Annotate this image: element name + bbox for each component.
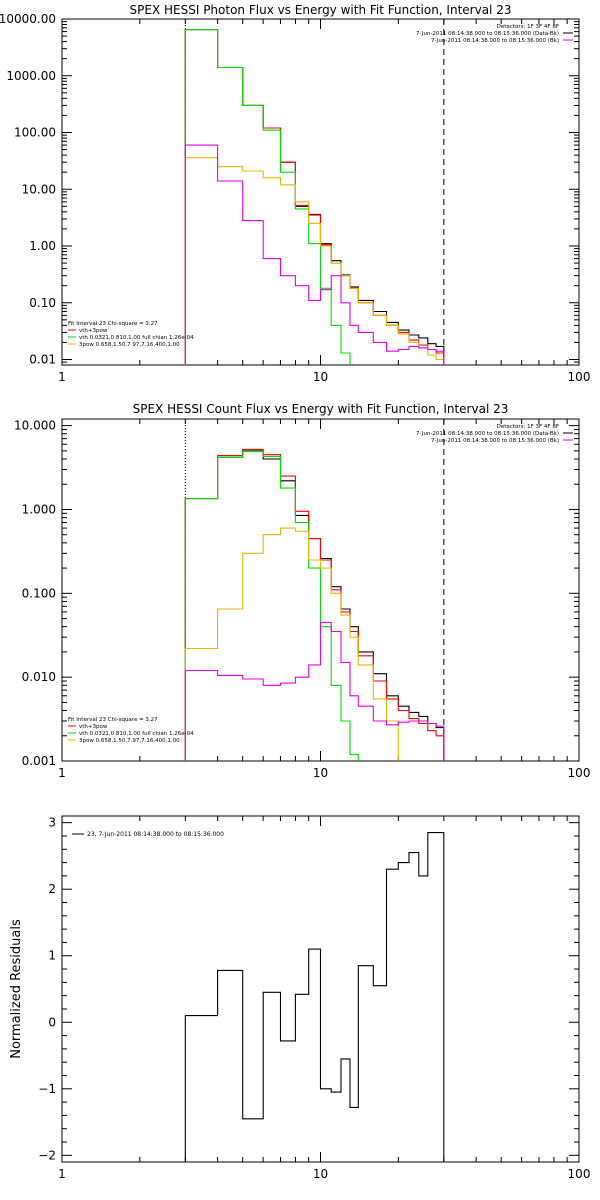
legend-label: vth 0.0321,0.810,1.00 full chian 1.26e-0… [79, 731, 194, 737]
series-2-step-line [184, 448, 445, 761]
legend-residuals: 23, 7-Jun-2011 08:14:38.000 to 08:15:36.… [72, 831, 224, 838]
legend-label: 7-Jun-2011 08:14:38.000 to 08:15:36.000 … [416, 431, 559, 437]
legend-header: Fit Interval 23 Chi-square = 3.27 [68, 321, 158, 327]
chart-panel-3: 1 10 100 −2 −1 0 1 2 3 Normalized Residuals 23, 7-… [9, 815, 591, 1181]
series-3-step-line [184, 29, 445, 365]
series-3-step-line [184, 451, 445, 761]
y-tick-label: 0.100 [22, 586, 56, 600]
x-tick-label: 1 [58, 766, 66, 780]
series-1-step-line [184, 832, 445, 1162]
y-tick-label: 1.000 [22, 502, 56, 516]
y-tick-label: 1.00 [29, 239, 56, 253]
y-tick-label: 0.10 [29, 296, 56, 310]
x-tick-label: 100 [568, 766, 591, 780]
x-tick-label: 1 [58, 1167, 66, 1181]
legend-label: 3pow 0.658,1.50,7.97,7.16,400,1.00 [79, 342, 180, 348]
legend-detectors: Detectors: 1F 3F 4F 8F7-Jun-2011 08:14:3… [416, 24, 573, 44]
chart-panel-2: SPEX HESSI Count Flux vs Energy with Fit… [14, 402, 591, 780]
y-tick-label: 10.00 [22, 182, 56, 196]
y-tick-label: 0.010 [22, 670, 56, 684]
chart-panel-1: SPEX HESSI Photon Flux vs Energy with Fi… [0, 3, 590, 384]
x-tick-label: 100 [568, 1167, 591, 1181]
series-2-step-line [184, 29, 445, 365]
series-4-step-line [184, 157, 445, 365]
x-tick-label: 10 [313, 1167, 328, 1181]
legend-header: Detectors: 1F 3F 4F 8F [497, 24, 559, 30]
legend-fit-info: Fit Interval 23 Chi-square = 3.27vth+3po… [68, 321, 194, 348]
series-1-step-line [184, 450, 445, 761]
legend-label: 7-Jun-2011 08:14:38.000 to 08:15:36.000 … [431, 38, 559, 44]
x-tick-label: 100 [568, 370, 591, 384]
series-5-step-line [184, 621, 445, 761]
y-tick-label: −1 [38, 1082, 56, 1096]
y-tick-label: 100.00 [14, 126, 56, 140]
x-tick-label: 1 [58, 370, 66, 384]
y-tick-label: 2 [48, 882, 56, 896]
y-tick-label: 1000.00 [6, 69, 56, 83]
y-tick-label: 1 [48, 949, 56, 963]
legend-label: 3pow 0.658,1.50,7.97,7.16,400,1.00 [79, 738, 180, 744]
y-tick-label: −2 [38, 1148, 56, 1162]
y-tick-label: 0.01 [29, 353, 56, 367]
legend-label: 23, 7-Jun-2011 08:14:38.000 to 08:15:36.… [87, 831, 224, 838]
y-tick-label: 3 [48, 816, 56, 830]
series-1-step-line [184, 29, 445, 365]
legend-header: Fit Interval 23 Chi-square = 3.27 [68, 717, 158, 723]
chart-title: SPEX HESSI Count Flux vs Energy with Fit… [133, 402, 509, 416]
legend-label: 7-Jun-2011 08:14:38.000 to 08:15:36.000 … [416, 31, 559, 37]
y-tick-label: 10000.00 [0, 12, 56, 26]
series-5-step-line [184, 144, 445, 365]
x-tick-label: 10 [313, 766, 328, 780]
y-axis-label: Normalized Residuals [9, 919, 24, 1059]
plot-frame [61, 18, 580, 366]
legend-header: Detectors: 1F 3F 4F 8F [497, 424, 559, 430]
legend-fit-info: Fit Interval 23 Chi-square = 3.27vth+3po… [68, 717, 194, 744]
chart-title: SPEX HESSI Photon Flux vs Energy with Fi… [130, 3, 512, 17]
y-tick-label: 0.001 [22, 754, 56, 768]
x-tick-label: 10 [313, 370, 328, 384]
legend-label: vth+3pow [79, 328, 108, 334]
legend-label: vth+3pow [79, 724, 108, 730]
y-tick-label: 0 [48, 1015, 56, 1029]
legend-label: vth 0.0321,0.810,1.00 full chian 1.26e-0… [79, 335, 194, 341]
legend-label: 7-Jun-2011 08:14:38.000 to 08:15:36.000 … [431, 438, 559, 444]
y-tick-label: 10.000 [14, 419, 56, 433]
series-4-step-line [184, 527, 445, 761]
legend-detectors: Detectors: 1F 3F 4F 8F7-Jun-2011 08:14:3… [416, 424, 573, 444]
